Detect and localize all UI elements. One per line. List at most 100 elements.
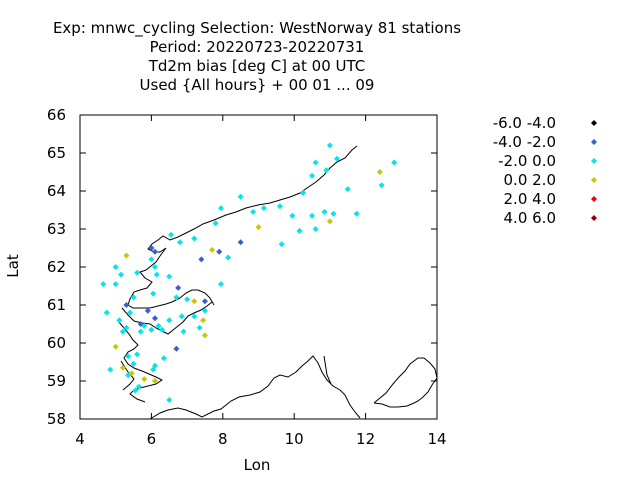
data-point-series-2: [141, 322, 148, 329]
y-tick-label: 58: [47, 410, 66, 428]
y-tick-label: 65: [47, 144, 66, 162]
x-tick-label: 12: [356, 430, 375, 448]
data-point-series-2: [212, 220, 219, 227]
coastline-map: [117, 145, 438, 420]
legend-marker: [591, 196, 597, 202]
data-point-series-2: [191, 235, 198, 242]
data-point-series-2: [112, 264, 119, 270]
data-point-series-3: [191, 298, 198, 305]
legend-marker: [591, 177, 597, 183]
title-line-2: Period: 20220723-20220731: [150, 38, 365, 56]
data-point-series-3: [112, 343, 119, 350]
data-point-series-2: [126, 309, 133, 316]
data-point-series-2: [312, 226, 319, 232]
legend-marker: [591, 215, 597, 221]
x-axis: 4 6 8 10 12 14: [75, 115, 447, 448]
y-tick-label: 64: [47, 182, 66, 200]
coastline-outer-fjord: [323, 355, 332, 385]
data-point-series-2: [312, 159, 319, 166]
data-point-series-3: [200, 317, 207, 324]
data-point-series-3: [209, 246, 216, 253]
x-axis-label: Lon: [244, 456, 271, 474]
data-point-series-3: [326, 218, 333, 225]
title-line-4: Used {All hours} + 00 01 ... 09: [140, 76, 375, 94]
data-point-series-2: [134, 269, 141, 276]
x-tick-label: 10: [285, 430, 304, 448]
y-tick-label: 61: [47, 296, 66, 314]
data-point-series-2: [278, 241, 285, 248]
data-point-series-1: [201, 298, 208, 305]
data-point-series-3: [141, 376, 148, 383]
data-point-series-2: [250, 208, 257, 215]
legend-label: -6.0 -4.0: [493, 114, 556, 132]
data-point-series-2: [130, 294, 137, 301]
title-line-3: Td2m bias [deg C] at 00 UTC: [148, 57, 366, 75]
data-point-series-2: [321, 208, 328, 215]
x-tick-label: 4: [75, 430, 85, 448]
legend-label: 0.0 2.0: [504, 171, 556, 189]
data-point-series-2: [159, 326, 166, 333]
x-tick-label: 6: [147, 430, 157, 448]
coastline-fjord-inner: [120, 360, 135, 391]
coastline-west-upper: [127, 145, 358, 309]
y-tick-label: 60: [47, 334, 66, 352]
data-point-series-1: [237, 239, 244, 246]
data-point-series-2: [260, 205, 267, 212]
data-point-series-2: [330, 210, 337, 217]
legend: -6.0 -4.0-4.0 -2.0-2.0 0.00.0 2.02.0 4.0…: [493, 114, 597, 227]
data-point-series-3: [376, 169, 383, 175]
data-point-series-2: [323, 167, 330, 174]
data-point-series-2: [148, 326, 155, 333]
y-tick-label: 59: [47, 372, 66, 390]
legend-label: 2.0 4.0: [504, 190, 556, 208]
data-point-series-2: [150, 366, 157, 373]
data-point-series-2: [326, 142, 333, 149]
data-point-series-2: [289, 212, 296, 219]
data-point-series-2: [155, 322, 162, 329]
data-point-series-2: [151, 264, 158, 270]
data-point-series-2: [135, 383, 142, 390]
data-point-series-1: [151, 248, 158, 255]
coastline-main: [149, 355, 361, 420]
data-point-series-3: [128, 370, 135, 377]
data-point-series-2: [237, 193, 244, 200]
data-point-series-2: [123, 324, 130, 331]
data-point-series-2: [391, 159, 398, 166]
data-point-series-2: [130, 360, 137, 367]
y-tick-label: 66: [47, 106, 66, 124]
legend-marker: [591, 120, 597, 126]
data-points: [100, 142, 398, 403]
data-point-series-2: [300, 189, 307, 196]
legend-label: -4.0 -2.0: [493, 133, 556, 151]
data-point-series-2: [166, 317, 173, 324]
coastline-east: [373, 357, 438, 408]
legend-label: 4.0 6.0: [504, 209, 556, 227]
chart-title: Exp: mnwc_cycling Selection: WestNorway …: [53, 19, 461, 94]
data-point-series-2: [180, 328, 187, 335]
data-point-series-2: [116, 317, 123, 324]
data-point-series-2: [168, 231, 175, 238]
data-point-series-2: [107, 366, 114, 373]
data-point-series-2: [176, 239, 183, 246]
data-point-series-2: [103, 309, 110, 316]
title-line-1: Exp: mnwc_cycling Selection: WestNorway …: [53, 19, 461, 38]
data-point-series-2: [201, 307, 208, 314]
data-point-series-3: [119, 364, 126, 371]
data-point-series-2: [334, 155, 341, 162]
data-point-series-2: [218, 205, 225, 212]
legend-marker: [591, 158, 597, 164]
data-point-series-3: [123, 252, 130, 259]
y-tick-label: 63: [47, 220, 66, 238]
y-tick-label: 62: [47, 258, 66, 276]
data-point-series-1: [173, 345, 180, 352]
data-point-series-1: [144, 307, 151, 314]
data-point-series-2: [137, 328, 144, 335]
data-point-series-2: [112, 281, 119, 288]
data-point-series-2: [166, 397, 173, 403]
data-point-series-2: [218, 281, 225, 288]
data-point-series-2: [344, 186, 351, 193]
data-point-series-2: [125, 353, 132, 360]
data-point-series-2: [166, 273, 173, 280]
